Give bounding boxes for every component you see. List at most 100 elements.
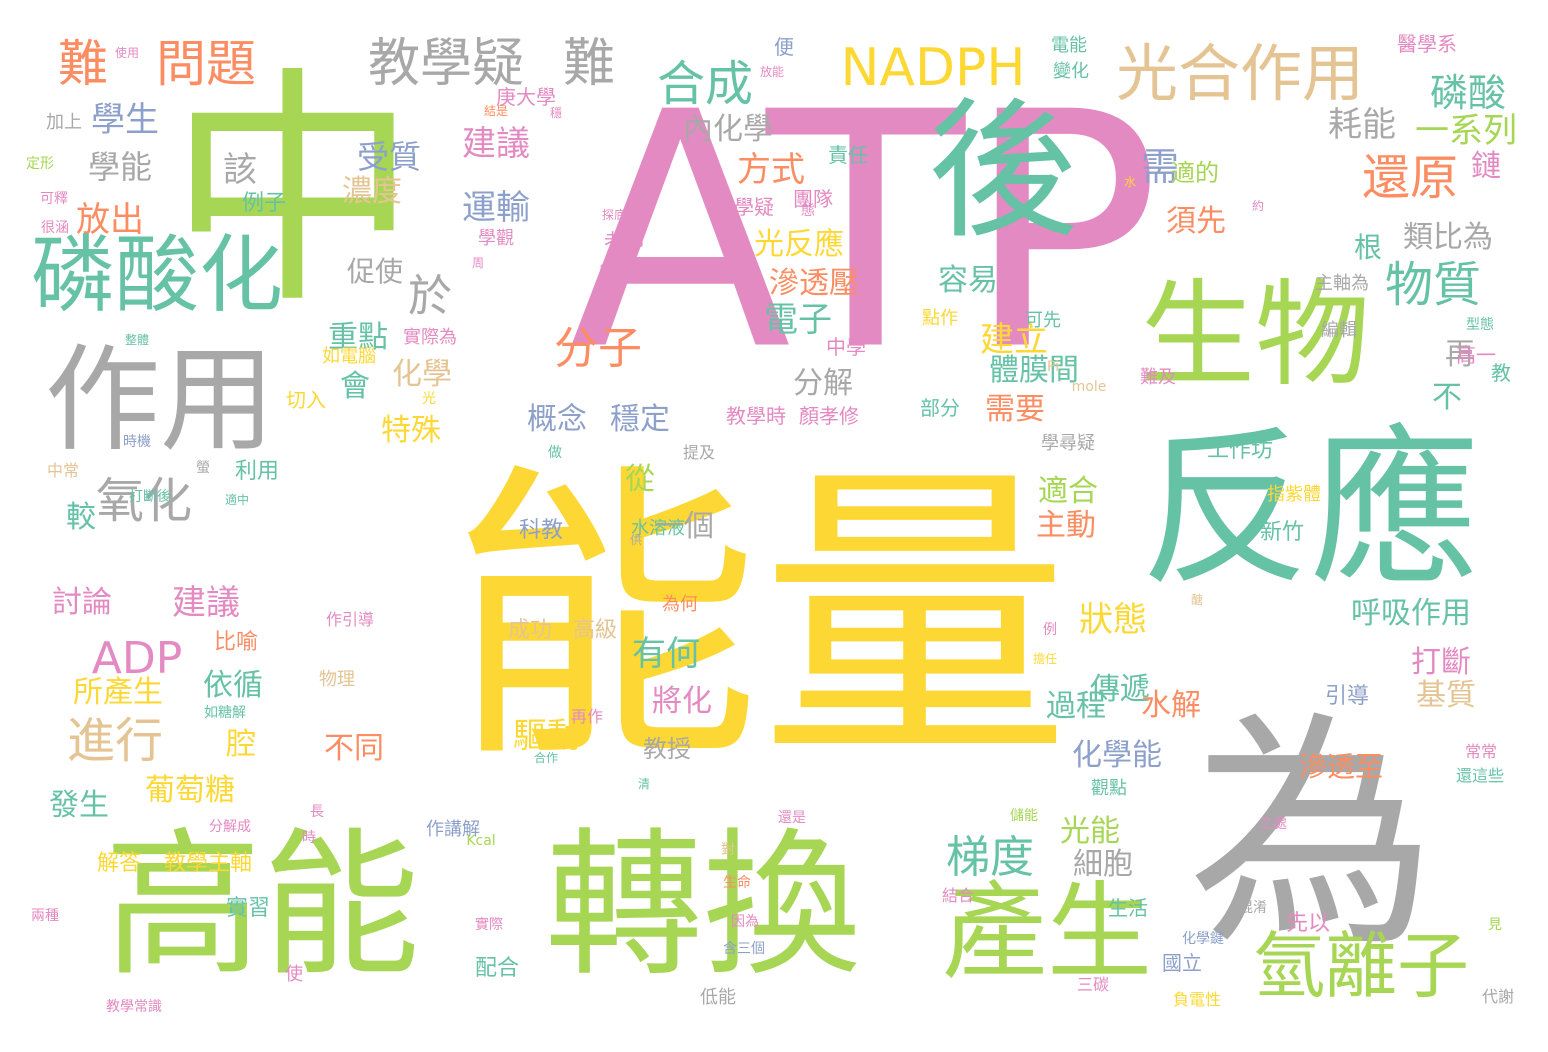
cloud-word: 變化: [1053, 61, 1089, 82]
cloud-word: 物理: [319, 669, 355, 690]
cloud-word: 打斷後: [129, 489, 171, 505]
cloud-word: 光: [422, 391, 436, 407]
cloud-word: 例子: [241, 191, 287, 216]
cloud-word: 使用: [114, 46, 140, 60]
cloud-word: 結是: [483, 104, 509, 118]
cloud-word: 教: [1491, 361, 1511, 385]
cloud-word: 所產生: [73, 675, 163, 710]
cloud-word: 受質: [356, 138, 422, 176]
cloud-word: 實際: [475, 917, 503, 933]
cloud-word: 類比為: [1403, 220, 1493, 255]
cloud-word: 時: [302, 830, 316, 846]
cloud-word: 狀態: [1079, 600, 1147, 640]
cloud-word: 化學能: [1072, 738, 1162, 773]
cloud-word: 利用: [234, 459, 280, 484]
cloud-word: 代謝: [1481, 987, 1515, 1006]
cloud-word: 能量: [450, 439, 1070, 800]
cloud-word: 因為: [731, 914, 759, 930]
cloud-word: 一個: [654, 509, 714, 544]
cloud-word: 教學疑: [367, 34, 525, 94]
cloud-word: 難及: [1140, 367, 1176, 388]
cloud-word: 過程: [1046, 689, 1106, 724]
cloud-word: 切入: [286, 388, 326, 412]
cloud-word: 提及: [682, 443, 716, 462]
cloud-word: 促使: [346, 255, 404, 288]
cloud-word: Kcal: [466, 833, 496, 849]
cloud-word: 科教: [518, 518, 564, 543]
cloud-word: 庚大學: [496, 85, 556, 109]
cloud-word: 擔任: [1032, 652, 1058, 666]
cloud-word: 合作: [533, 751, 559, 765]
cloud-word: 學觀: [478, 228, 514, 249]
cloud-word: 團隊: [793, 187, 833, 211]
cloud-word: 實際為: [403, 327, 457, 348]
cloud-word: 於: [408, 271, 452, 322]
cloud-word: mole: [1071, 379, 1107, 395]
cloud-word: 醣: [1190, 593, 1204, 607]
cloud-word: 建立: [980, 320, 1048, 360]
cloud-word: 耗能: [1328, 105, 1396, 145]
cloud-word: 長: [310, 804, 324, 820]
cloud-word: 主軸為: [1315, 273, 1369, 294]
cloud-word: 容易: [938, 263, 998, 298]
cloud-word: 依循: [203, 668, 263, 703]
cloud-word: 再: [1445, 337, 1475, 372]
cloud-word: 適合: [1038, 474, 1098, 509]
cloud-word: 教學時: [726, 404, 786, 428]
cloud-word: 該: [223, 150, 257, 190]
cloud-word: 不: [1432, 380, 1462, 415]
cloud-word: 不同: [324, 731, 384, 766]
cloud-word: 穩定: [610, 402, 670, 437]
cloud-word: 型態: [1466, 317, 1494, 333]
cloud-word: 滲透壓: [769, 266, 859, 301]
cloud-word: 供: [629, 533, 643, 547]
cloud-word: 態: [801, 203, 815, 219]
cloud-word: 整體: [124, 333, 150, 347]
cloud-word: 化學: [392, 357, 452, 392]
cloud-word: 驅動: [513, 716, 581, 756]
cloud-word: 還原: [1361, 150, 1459, 206]
cloud-word: 約: [1251, 199, 1265, 213]
cloud-word: 方式: [737, 150, 805, 190]
cloud-word: 水解: [1141, 688, 1201, 723]
cloud-word: 梯度: [946, 832, 1034, 883]
cloud-word: 作引導: [325, 610, 375, 629]
cloud-word: 建議: [172, 583, 240, 623]
cloud-word: 見: [1488, 917, 1502, 933]
cloud-word: 螢火蟲: [599, 263, 653, 284]
cloud-word: 體膜間: [989, 353, 1079, 388]
cloud-word: 含三個: [723, 941, 765, 957]
cloud-word: 高級: [572, 618, 618, 643]
cloud-word: 先以: [1285, 911, 1331, 936]
cloud-word: 葡萄糖: [145, 773, 235, 808]
cloud-word: 光合作用: [1115, 37, 1365, 110]
cloud-word: 進行: [66, 713, 164, 769]
cloud-word: 三碳: [1076, 975, 1110, 994]
cloud-word: 顏孝修: [799, 404, 859, 428]
cloud-word: 產生: [941, 871, 1153, 994]
cloud-word: 氧化: [95, 473, 193, 529]
cloud-word: 滲透至: [1298, 750, 1384, 783]
cloud-word: 工作坊: [1206, 438, 1274, 463]
cloud-word: 建議: [462, 124, 530, 164]
cloud-word: 內化學: [683, 112, 773, 147]
cloud-word: 實習: [225, 896, 271, 921]
cloud-word: 反應: [1139, 411, 1481, 609]
cloud-word: 生物: [1139, 268, 1371, 403]
cloud-word: 氫離子: [1252, 924, 1470, 1008]
cloud-word: 化學鍵: [1182, 931, 1224, 947]
cloud-word: 成功: [507, 618, 553, 643]
cloud-word: 常常: [1464, 742, 1498, 761]
cloud-word: 磷酸化: [30, 226, 284, 324]
cloud-word: 兩種: [31, 908, 59, 924]
cloud-word: 使: [285, 964, 303, 985]
cloud-word: 很涵: [41, 220, 69, 236]
cloud-word: 醫學系: [1397, 32, 1457, 56]
cloud-word: 轉換: [545, 814, 861, 998]
cloud-word: 混淆: [1239, 900, 1267, 916]
cloud-word: 加上: [46, 112, 82, 133]
cloud-word: 光反應: [754, 227, 844, 262]
cloud-word: 磷酸: [1429, 71, 1507, 115]
cloud-word: 對: [721, 842, 735, 858]
cloud-word: 再作: [570, 707, 604, 726]
